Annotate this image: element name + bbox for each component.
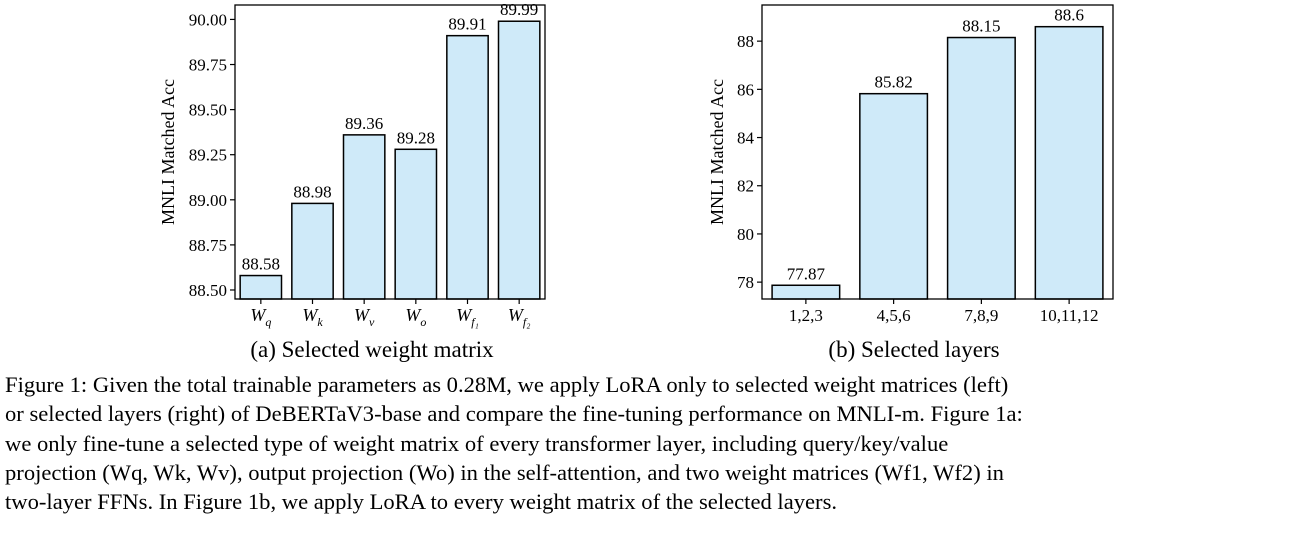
chart-a-x-tick-label: Wv: [354, 305, 375, 329]
chart-a-y-tick-label: 89.25: [189, 146, 227, 165]
caption-line-4: projection (Wq, Wk, Wv), output projecti…: [5, 459, 1004, 485]
chart-a-data-label: 89.36: [345, 114, 383, 133]
chart-b-x-tick-label: 1,2,3: [789, 306, 823, 325]
chart-a-bar: [446, 34, 489, 300]
chart-a-data-label: 89.91: [448, 15, 486, 34]
chart-a-x-tick-label: Wo: [405, 305, 426, 329]
figure-caption: Figure 1: Given the total trainable para…: [5, 370, 1293, 516]
chart-a-y-tick-label: 89.50: [189, 101, 227, 120]
chart-b-x-tick-label: 7,8,9: [964, 306, 998, 325]
chart-a-y-tick-label: 90.00: [189, 10, 227, 29]
chart-b-y-tick-label: 86: [737, 80, 754, 99]
chart-b-y-tick-label: 84: [737, 129, 755, 148]
chart-a-y-axis-label: MNLI Matched Acc: [158, 79, 178, 225]
chart-a: 88.58 Wq 88.98 Wk 89.36 Wv 89.28 Wo 89.91 Wf₁ 89.9…: [158, 0, 546, 329]
caption-line-1: Figure 1: Given the total trainable para…: [5, 372, 1009, 397]
chart-a-data-label: 88.98: [293, 182, 331, 201]
chart-b-data-label: 77.87: [787, 264, 826, 283]
chart-a-data-label: 89.99: [500, 0, 538, 19]
chart-b-data-label: 88.15: [962, 17, 1000, 36]
chart-a-bar: [342, 134, 386, 300]
chart-b-bar: [859, 92, 929, 300]
chart-b-y-axis-label: MNLI Matched Acc: [707, 79, 727, 225]
chart-b-bar: [946, 36, 1016, 300]
chart-a-data-label: 89.28: [397, 128, 435, 147]
caption-line-2: or selected layers (right) of DeBERTaV3-…: [5, 401, 1023, 427]
caption-line-5: two-layer FFNs. In Figure 1b, we apply L…: [5, 489, 838, 515]
chart-b-data-label: 88.6: [1054, 6, 1084, 25]
chart-b-bar: [1034, 25, 1104, 300]
chart-b-y-tick-label: 78: [737, 273, 754, 292]
figure-charts: 88.58 Wq 88.98 Wk 89.36 Wv 89.28 Wo 89.91 Wf₁ 89.9…: [158, 0, 1114, 362]
chart-b-y-tick-label: 88: [737, 32, 754, 51]
chart-a-bar: [394, 148, 438, 300]
chart-b-x-tick-label: 4,5,6: [877, 306, 911, 325]
chart-a-y-tick-label: 89.00: [189, 191, 227, 210]
chart-b-bar: [771, 284, 841, 300]
chart-a-data-label: 88.58: [242, 255, 280, 274]
chart-a-plot-frame: [234, 4, 546, 300]
chart-a-x-tick-label: Wf₁: [456, 305, 479, 329]
caption-line-3: we only fine-tune a selected type of wei…: [5, 430, 949, 456]
chart-a-y-tick-label: 89.75: [189, 56, 227, 75]
chart-b: 77.87 1,2,3 85.82 4,5,6 88.15 7,8,9 88.6 10,11,…: [707, 4, 1114, 325]
chart-b-plot-frame: [761, 4, 1114, 300]
chart-a-x-tick-label: Wk: [302, 305, 323, 329]
chart-a-caption: (a) Selected weight matrix: [250, 337, 494, 362]
chart-b-data-label: 85.82: [875, 73, 913, 92]
chart-a-y-tick-label: 88.75: [189, 236, 227, 255]
chart-a-bar: [239, 274, 283, 300]
chart-b-y-tick-label: 80: [737, 225, 754, 244]
chart-b-caption: (b) Selected layers: [828, 337, 999, 362]
chart-a-bar: [291, 202, 334, 300]
chart-a-x-tick-label: Wf₂: [508, 305, 531, 329]
chart-b-y-tick-label: 82: [737, 177, 754, 196]
chart-b-x-tick-label: 10,11,12: [1040, 306, 1099, 325]
chart-a-bar: [497, 20, 541, 300]
chart-a-x-tick-label: Wq: [250, 305, 271, 329]
chart-a-y-tick-label: 88.50: [189, 281, 227, 300]
